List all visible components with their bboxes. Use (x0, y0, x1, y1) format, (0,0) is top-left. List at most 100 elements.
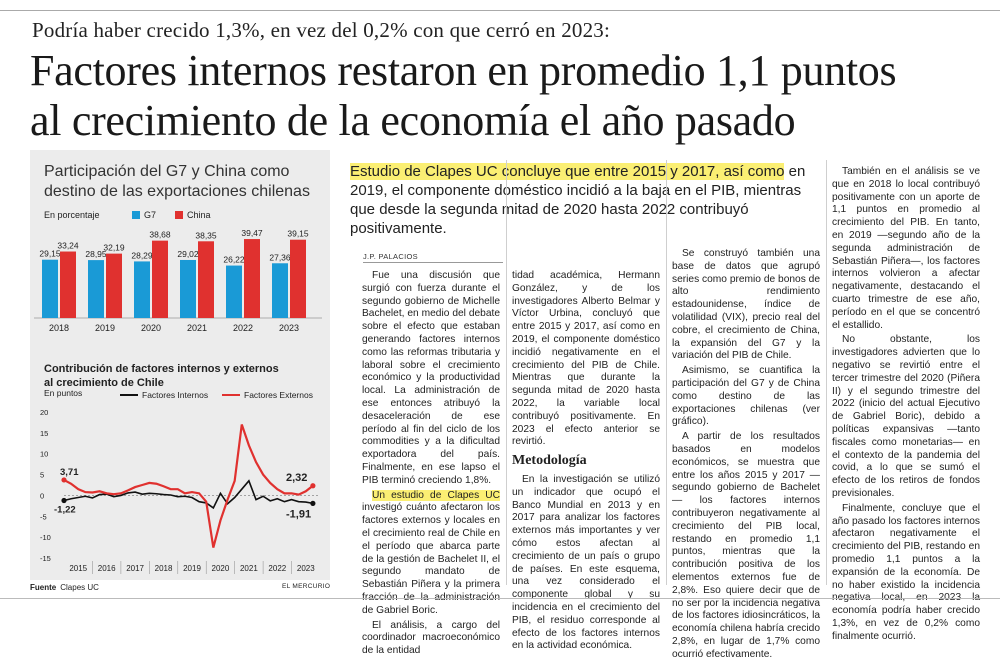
lead-rest: en 2019, el componente doméstico incidió… (350, 163, 806, 237)
credit: EL MERCURIO (282, 583, 331, 590)
x-tick-label: 2015 (69, 564, 87, 573)
line-chart-title-line-1: Contribución de factores internos y exte… (44, 363, 279, 375)
bar-chart-title: Participación del G7 y China como destin… (44, 162, 310, 202)
legend-china-label: China (187, 210, 211, 220)
byline-rule (363, 262, 503, 263)
bar-g7-2022 (226, 265, 242, 318)
bar-label-china-2022: 39,47 (241, 228, 263, 238)
y-tick-label: 0 (40, 491, 44, 500)
bar-china-2021 (198, 241, 214, 318)
bar-category-label: 2021 (187, 323, 207, 333)
column-divider (666, 160, 667, 585)
bar-g7-2018 (42, 259, 58, 318)
y-tick-label: 20 (40, 408, 48, 417)
bar-label-china-2021: 38,35 (195, 230, 217, 240)
source-value: Clapes UC (60, 583, 99, 592)
annotation-internos-start: -1,22 (54, 505, 76, 516)
y-tick-label: -15 (40, 554, 51, 563)
bar-china-2022 (244, 239, 260, 318)
column-divider (826, 160, 827, 585)
x-tick-label: 2022 (268, 564, 286, 573)
series-line-internos (63, 479, 314, 510)
series-start-dot-externos (61, 477, 67, 483)
bar-label-g7-2021: 29,02 (177, 249, 199, 259)
y-tick-label: 15 (40, 429, 48, 438)
lead: Estudio de Clapes UC concluye que entre … (350, 162, 820, 238)
kicker: Podría haber crecido 1,3%, en vez del 0,… (32, 18, 611, 42)
legend-g7-label: G7 (144, 210, 157, 220)
col3-p3: A partir de los resultados basados en mo… (672, 431, 820, 660)
legend-g7: G7 (132, 210, 156, 220)
col2-subhead: Metodología (512, 453, 587, 469)
bar-chart-title-line-2: destino de las exportaciones chilenas (44, 183, 310, 200)
legend-china: China (175, 210, 211, 220)
y-tick-label: -5 (40, 512, 47, 521)
bar-china-2023 (290, 239, 306, 318)
y-tick-label: -10 (40, 533, 51, 542)
annotation-externos-end: 2,32 (286, 472, 307, 484)
headline-line-2: al crecimiento de la economía el año pas… (30, 96, 796, 145)
legend-internos: Factores Internos (120, 390, 208, 400)
bar-china-2018 (60, 251, 76, 318)
bar-category-label: 2020 (141, 323, 161, 333)
col2-p2: En la investigación se utilizó un indica… (512, 473, 660, 652)
bar-label-g7-2022: 26,22 (223, 255, 245, 265)
col1-p1: Fue una discusión que surgió con fuerza … (362, 270, 500, 486)
legend-g7-swatch (132, 211, 140, 219)
y-tick-label: 10 (40, 450, 48, 459)
col4-p2: No obstante, los investigadores advierte… (832, 334, 980, 499)
col3-p1: Se construyó también una base de datos q… (672, 248, 820, 362)
bar-label-china-2023: 39,15 (287, 229, 309, 239)
bar-g7-2019 (88, 260, 104, 318)
bar-label-g7-2018: 29,15 (39, 249, 61, 259)
bar-chart-title-line-1: Participación del G7 y China como (44, 163, 290, 180)
x-tick-label: 2020 (212, 564, 230, 573)
bar-label-g7-2023: 27,36 (269, 252, 291, 262)
bar-label-china-2018: 33,24 (57, 241, 79, 251)
annotation-internos-end: -1,91 (286, 508, 311, 520)
x-tick-label: 2018 (155, 564, 173, 573)
headline: Factores internos restaron en promedio 1… (30, 46, 980, 146)
col3-p2: Asimismo, se cuantifica la participación… (672, 365, 820, 428)
bar-label-china-2019: 32,19 (103, 243, 125, 253)
legend-china-swatch (175, 211, 183, 219)
bar-label-g7-2019: 28,95 (85, 249, 107, 259)
x-tick-label: 2023 (297, 564, 315, 573)
line-chart-title-line-2: al crecimiento de Chile (44, 377, 164, 389)
bar-category-label: 2019 (95, 323, 115, 333)
bar-china-2020 (152, 240, 168, 318)
lead-highlighted: Estudio de Clapes UC concluye que entre … (350, 163, 785, 180)
series-line-externos (63, 424, 314, 548)
legend-internos-line (120, 394, 138, 396)
bottom-rule (0, 598, 1000, 599)
legend-internos-label: Factores Internos (142, 390, 209, 400)
source-label: Fuente (30, 583, 57, 592)
col1-p2-highlight: Un estudio de Clapes UC (372, 489, 500, 501)
bar-label-g7-2020: 28,29 (131, 250, 153, 260)
bar-category-label: 2022 (233, 323, 253, 333)
bar-g7-2023 (272, 263, 288, 318)
byline: J.P. PALACIOS (363, 252, 418, 261)
series-end-dot-internos (310, 500, 316, 506)
legend-externos: Factores Externos (222, 390, 313, 400)
column-3: Se construyó también una base de datos q… (672, 248, 820, 664)
bar-chart-subtitle: En porcentaje (44, 210, 100, 220)
top-rule (0, 10, 1000, 11)
col4-p1: También en el análisis se ve que en 2018… (832, 166, 980, 331)
legend-externos-line (222, 394, 240, 396)
series-end-dot-externos (310, 483, 316, 489)
bar-g7-2020 (134, 261, 150, 318)
headline-line-1: Factores internos restaron en promedio 1… (30, 46, 897, 95)
x-tick-label: 2019 (183, 564, 201, 573)
bar-category-label: 2023 (279, 323, 299, 333)
column-divider (506, 160, 507, 585)
column-4: También en el análisis se ve que en 2018… (832, 166, 980, 645)
bar-g7-2021 (180, 259, 196, 318)
col4-p3: Finalmente, concluye que el año pasado l… (832, 502, 980, 642)
line-chart-subtitle: En puntos (44, 388, 83, 398)
y-tick-label: 5 (40, 471, 44, 480)
bar-label-china-2020: 38,68 (149, 230, 171, 240)
x-tick-label: 2016 (98, 564, 116, 573)
